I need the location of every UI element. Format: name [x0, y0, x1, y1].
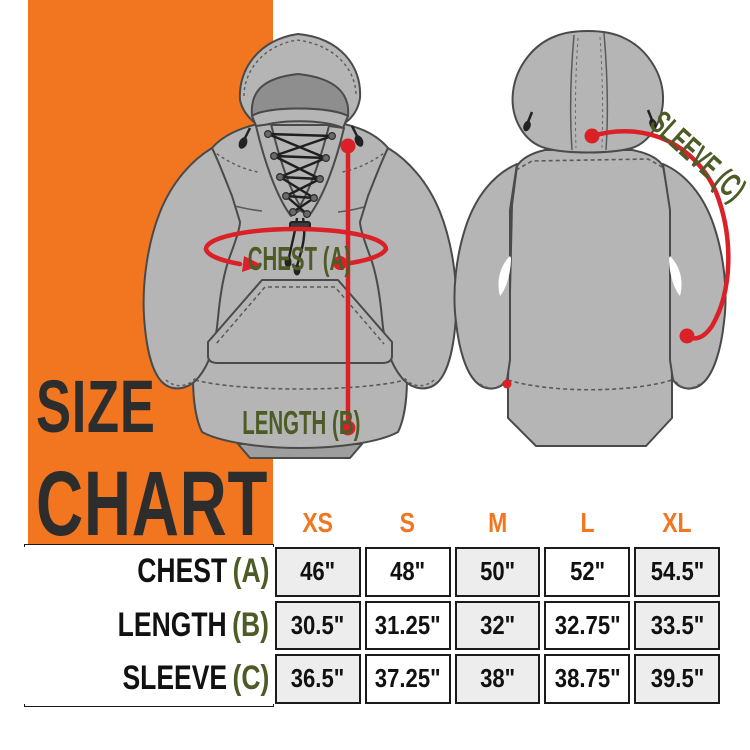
cell-sleeve-l: 38.75" — [544, 654, 631, 704]
cell-sleeve-xs: 36.5" — [275, 654, 361, 704]
cell-length-xl: 33.5" — [634, 600, 720, 650]
cell-chest-xs: 46" — [275, 547, 361, 597]
chest-girth-ellipse — [203, 226, 389, 272]
back-jacket-illustration — [453, 30, 727, 447]
page-title-line1: SIZE — [36, 365, 156, 448]
cell-length-l: 32.75" — [544, 600, 631, 650]
col-header-xl: XL — [662, 507, 692, 538]
cell-chest-xl: 54.5" — [634, 547, 720, 597]
col-header-s: S — [400, 507, 416, 538]
cell-chest-m: 50" — [454, 547, 541, 597]
row-label-length: LENGTH (B) — [25, 598, 273, 652]
length-measure-label: LENGTH (B) — [242, 404, 361, 441]
col-header-xs: XS — [302, 507, 334, 538]
size-table-header-row: XS S M L XL — [25, 503, 722, 545]
cell-chest-s: 48" — [364, 547, 451, 597]
table-bottom-rule — [24, 704, 274, 707]
sleeve-measure-curve — [584, 128, 731, 344]
cell-length-xs: 30.5" — [275, 600, 361, 650]
cell-length-s: 31.25" — [364, 600, 451, 650]
length-measure-line — [340, 138, 356, 436]
row-label-chest: CHEST (A) — [25, 545, 273, 599]
col-header-l: L — [580, 507, 595, 538]
cell-chest-l: 52" — [544, 547, 631, 597]
chest-measure-label: CHEST (A) — [247, 240, 352, 277]
page-title-line2: CHART — [36, 453, 269, 555]
front-jacket-illustration — [142, 33, 458, 459]
cell-sleeve-m: 38" — [454, 654, 541, 704]
size-table: XS S M L XL CHEST (A) 46" 48" 50" 52" 54.… — [25, 503, 722, 706]
cell-sleeve-s: 37.25" — [364, 654, 451, 704]
cell-length-m: 32" — [454, 600, 541, 650]
col-header-m: M — [487, 507, 508, 538]
measurement-annotations — [203, 128, 731, 436]
size-table-body: CHEST (A) 46" 48" 50" 52" 54.5" LENGTH (B)… — [25, 545, 722, 706]
cell-sleeve-xl: 39.5" — [634, 654, 720, 704]
row-label-sleeve: SLEEVE (C) — [25, 652, 273, 706]
